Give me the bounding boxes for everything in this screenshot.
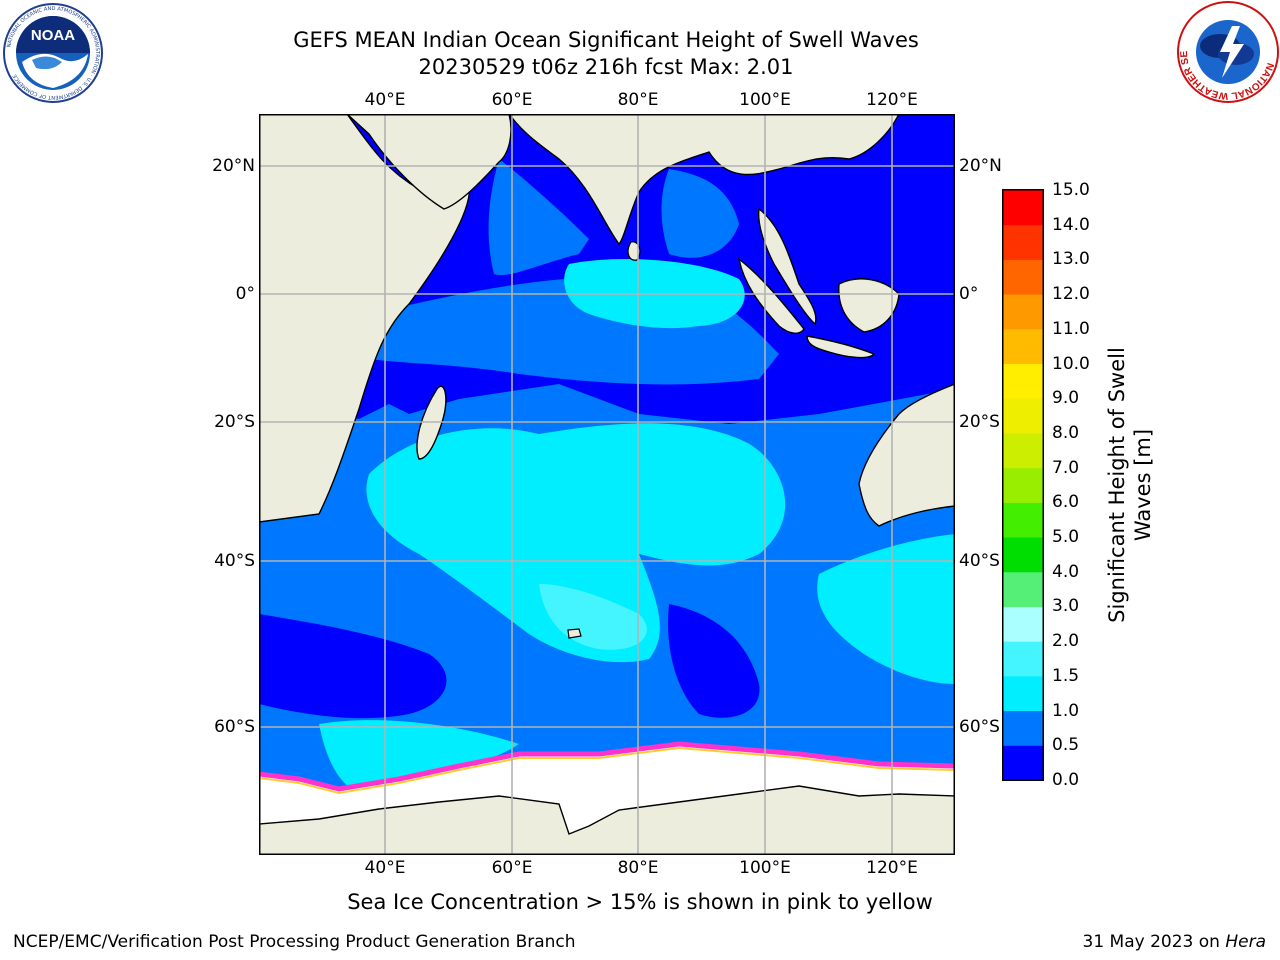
- colorbar-tick-label: 4.0: [1052, 561, 1080, 582]
- lon-label-top-80e: 80°E: [617, 90, 659, 110]
- colorbar-bin: [1003, 190, 1043, 226]
- map-panel: [259, 114, 955, 855]
- sea-ice-caption: Sea Ice Concentration > 15% is shown in …: [347, 890, 933, 914]
- colorbar-bin: [1003, 259, 1043, 295]
- lat-label-left-40s: 40°S: [214, 551, 255, 571]
- colorbar-bin: [1003, 363, 1043, 399]
- colorbar-bin: [1003, 398, 1043, 434]
- land-borneo: [838, 278, 900, 333]
- title-line-2: 20230529 t06z 216h fcst Max: 2.01: [418, 55, 794, 79]
- colorbar-tick-label: 0.5: [1052, 735, 1080, 756]
- colorbar-bin: [1003, 537, 1043, 573]
- lon-label-bottom-40e: 40°E: [364, 858, 406, 878]
- colorbar-tick-label: 3.0: [1052, 596, 1080, 617]
- sea-ice-edge-inner: [260, 746, 954, 795]
- noaa-logo: NOAA NATIONAL OCEANIC AND ATMOSPHERIC AD…: [2, 2, 104, 104]
- colorbar-tick-label: 6.0: [1052, 492, 1080, 513]
- land-kerguelen: [567, 628, 582, 639]
- lat-label-left-20n: 20°N: [212, 156, 255, 176]
- land-australia: [858, 383, 954, 527]
- land-malay-peninsula: [757, 207, 817, 326]
- swell-region-core: [539, 584, 647, 650]
- lat-label-left-60s: 60°S: [214, 717, 255, 737]
- lat-label-right-0: 0°: [959, 284, 979, 304]
- nws-logo: NATIONAL WEATHER SERVICE: [1172, 0, 1280, 104]
- colorbar-bin: [1003, 571, 1043, 607]
- swell-region-bay-of-bengal: [661, 169, 739, 258]
- lat-label-left-20s: 20°S: [214, 412, 255, 432]
- lat-label-right-60s: 60°S: [959, 717, 1000, 737]
- colorbar-tick-label: 0.0: [1052, 770, 1080, 790]
- title-line-1: GEFS MEAN Indian Ocean Significant Heigh…: [293, 28, 919, 52]
- colorbar-tick-label: 2.0: [1052, 631, 1080, 652]
- swell-region-subtropical: [366, 423, 786, 663]
- land-africa: [260, 115, 471, 523]
- lon-label-top-60e: 60°E: [491, 90, 533, 110]
- swell-region-south-belt: [319, 720, 519, 795]
- map-svg: [259, 114, 955, 855]
- colorbar-bin: [1003, 606, 1043, 642]
- colorbar-svg: [1002, 189, 1044, 781]
- noaa-logo-text: NOAA: [31, 27, 75, 44]
- lon-label-top-100e: 100°E: [739, 90, 791, 110]
- lat-label-right-40s: 40°S: [959, 551, 1000, 571]
- lon-label-top-40e: 40°E: [364, 90, 406, 110]
- sea-ice-edge: [260, 741, 954, 792]
- colorbar-bin: [1003, 432, 1043, 469]
- footer-host: Hera: [1225, 932, 1266, 952]
- map-frame: [259, 114, 955, 855]
- colorbar-bin: [1003, 745, 1043, 781]
- colorbar-bin: [1003, 224, 1043, 260]
- lon-label-bottom-120e: 120°E: [866, 858, 918, 878]
- colorbar-bin: [1003, 294, 1043, 330]
- colorbar-tick-label: 15.0: [1052, 180, 1090, 200]
- footer-date-text: 31 May 2023 on: [1082, 932, 1226, 952]
- colorbar-label-line-1: Significant Height of Swell: [1105, 347, 1129, 623]
- swell-region-southeast: [817, 534, 954, 684]
- map-gridlines: [260, 115, 954, 854]
- colorbar-tick-label: 11.0: [1052, 318, 1090, 339]
- lon-label-bottom-60e: 60°E: [491, 858, 533, 878]
- lat-label-left-0: 0°: [235, 284, 255, 304]
- colorbar-tick-label: 12.0: [1052, 284, 1090, 305]
- colorbar-tick-label: 13.0: [1052, 249, 1090, 270]
- colorbar-frame: [1002, 189, 1044, 781]
- lon-label-bottom-80e: 80°E: [617, 858, 659, 878]
- colorbar-tick-label: 8.0: [1052, 422, 1080, 443]
- colorbar-tick-label: 9.0: [1052, 388, 1080, 409]
- lat-label-right-20n: 20°N: [959, 156, 1002, 176]
- lat-label-right-20s: 20°S: [959, 412, 1000, 432]
- colorbar-bin: [1003, 675, 1043, 712]
- colorbar-tick-label: 1.5: [1052, 665, 1080, 686]
- colorbar-bin: [1003, 641, 1043, 677]
- colorbar-bin: [1003, 467, 1043, 503]
- colorbar-bin: [1003, 328, 1043, 365]
- colorbar: [1002, 189, 1044, 781]
- colorbar-bin: [1003, 502, 1043, 538]
- footer-date: 31 May 2023 on Hera: [1083, 932, 1267, 952]
- swell-region-arabian-sea: [488, 159, 589, 275]
- colorbar-bin: [1003, 710, 1043, 746]
- lon-label-top-120e: 120°E: [866, 90, 918, 110]
- colorbar-tick-label: 10.0: [1052, 353, 1090, 374]
- colorbar-label-line-2: Waves [m]: [1131, 428, 1155, 542]
- swell-region-low-south-central: [668, 604, 760, 718]
- footer-credit: NCEP/EMC/Verification Post Processing Pr…: [13, 932, 576, 952]
- land-sri-lanka: [627, 241, 641, 261]
- land-java: [806, 335, 876, 359]
- colorbar-tick-label: 1.0: [1052, 700, 1080, 721]
- lon-label-bottom-100e: 100°E: [739, 858, 791, 878]
- colorbar-tick-label: 5.0: [1052, 527, 1080, 548]
- colorbar-tick-label: 14.0: [1052, 214, 1090, 235]
- land-antarctica: [260, 785, 954, 854]
- swell-region-low-south-west: [260, 614, 447, 719]
- colorbar-tick-label: 7.0: [1052, 457, 1080, 478]
